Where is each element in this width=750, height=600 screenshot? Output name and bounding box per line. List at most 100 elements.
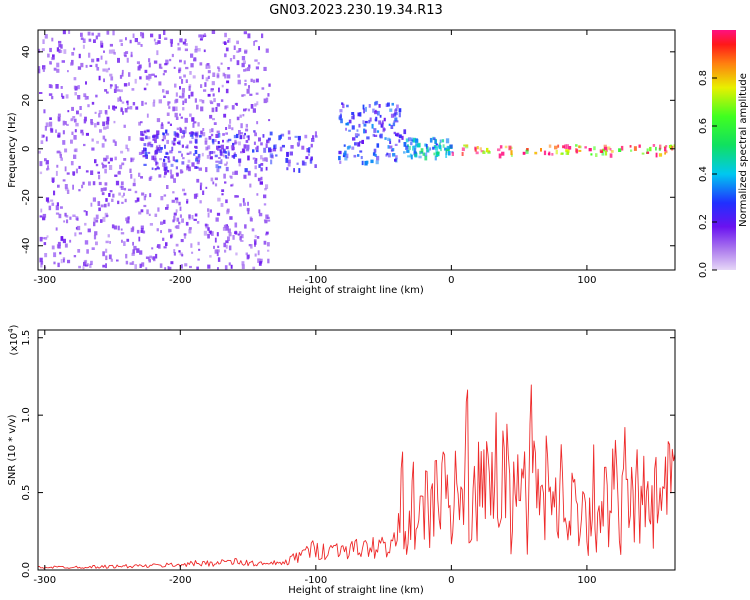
heatmap-cell — [185, 66, 189, 70]
heatmap-cell — [82, 181, 85, 185]
heatmap-cell — [44, 253, 48, 258]
heatmap-cell — [434, 139, 437, 145]
heatmap-cell — [212, 118, 215, 121]
heatmap-cell — [364, 160, 368, 166]
heatmap-cell — [183, 192, 187, 196]
heatmap-cell — [268, 83, 271, 87]
heatmap-cell — [237, 79, 241, 85]
heatmap-cell — [267, 258, 270, 264]
heatmap-cell — [179, 214, 182, 218]
heatmap-cell — [638, 144, 641, 148]
heatmap-cell — [55, 84, 59, 89]
heatmap-cell — [242, 134, 246, 139]
heatmap-cell — [177, 47, 181, 51]
x-tick-label: -200 — [169, 575, 192, 586]
heatmap-cell — [265, 184, 269, 189]
heatmap-cell — [191, 117, 195, 122]
heatmap-cell — [258, 209, 261, 214]
heatmap-cell — [359, 140, 362, 144]
heatmap-cell — [108, 193, 111, 197]
heatmap-cell — [224, 181, 227, 184]
heatmap-cell — [95, 241, 98, 246]
heatmap-cell — [151, 155, 154, 161]
heatmap-cell — [504, 145, 508, 149]
heatmap-cell — [174, 83, 177, 88]
heatmap-cell — [287, 130, 291, 135]
heatmap-cell — [210, 177, 214, 182]
heatmap-cell — [671, 145, 674, 151]
heatmap-cell — [61, 93, 63, 97]
heatmap-cell — [446, 148, 450, 151]
heatmap-cell — [86, 249, 89, 254]
y-tick-label: 40 — [21, 45, 32, 58]
heatmap-cell — [209, 156, 213, 160]
heatmap-cell — [267, 137, 271, 141]
heatmap-cell — [46, 168, 49, 171]
heatmap-cell — [669, 145, 672, 150]
y-tick-label: 1.5 — [21, 330, 32, 346]
heatmap-cell — [230, 145, 234, 149]
heatmap-cell — [415, 138, 419, 143]
heatmap-cell — [245, 108, 248, 111]
heatmap-cell — [351, 146, 355, 150]
heatmap-cell — [236, 40, 239, 45]
heatmap-cell — [123, 241, 126, 246]
heatmap-cell — [281, 144, 285, 148]
heatmap-cell — [64, 166, 67, 172]
heatmap-cell — [461, 147, 465, 152]
heatmap-cell — [224, 163, 228, 166]
heatmap-cell — [359, 112, 362, 117]
heatmap-cell — [78, 232, 82, 235]
spectrogram-heatmap — [38, 30, 675, 270]
heatmap-cell — [188, 166, 191, 172]
heatmap-cell — [262, 157, 266, 162]
heatmap-cell — [202, 132, 206, 137]
heatmap-cell — [210, 88, 214, 92]
colorbar-tick-label: 0.6 — [698, 118, 709, 134]
heatmap-cell — [181, 144, 184, 148]
heatmap-cell — [177, 42, 180, 46]
heatmap-cell — [130, 157, 133, 163]
heatmap-cell — [107, 234, 110, 238]
heatmap-cell — [230, 264, 233, 269]
heatmap-cell — [57, 113, 61, 117]
heatmap-cell — [182, 157, 185, 160]
heatmap-cell — [551, 153, 554, 156]
heatmap-cell — [88, 181, 91, 186]
heatmap-cell — [565, 149, 569, 152]
heatmap-cell — [232, 171, 235, 175]
heatmap-cell — [106, 214, 109, 217]
heatmap-cell — [55, 205, 59, 211]
heatmap-cell — [652, 144, 656, 147]
heatmap-cell — [254, 103, 257, 107]
heatmap-cell — [39, 215, 43, 218]
heatmap-cell — [104, 182, 108, 186]
heatmap-cell — [346, 153, 349, 159]
heatmap-cell — [168, 106, 171, 109]
heatmap-cell — [405, 138, 409, 143]
heatmap-cell — [157, 207, 160, 212]
heatmap-cell — [115, 180, 120, 186]
heatmap-cell — [162, 162, 166, 167]
heatmap-cell — [376, 130, 380, 133]
heatmap-cell — [38, 66, 41, 70]
heatmap-cell — [80, 129, 84, 134]
heatmap-cell — [440, 147, 442, 152]
heatmap-cell — [180, 264, 183, 269]
heatmap-cell — [162, 132, 165, 136]
snr-multiplier-base: (x10 — [9, 333, 20, 356]
heatmap-cell — [225, 132, 228, 135]
heatmap-cell — [203, 89, 207, 92]
heatmap-cell — [199, 200, 202, 204]
heatmap-cell — [171, 140, 175, 145]
heatmap-cell — [261, 87, 265, 90]
heatmap-cell — [189, 151, 192, 155]
heatmap-cell — [56, 68, 60, 73]
heatmap-cell — [227, 152, 230, 157]
heatmap-cell — [225, 240, 229, 244]
heatmap-cell — [120, 228, 123, 231]
heatmap-cell — [165, 242, 168, 246]
heatmap-cell — [163, 95, 166, 98]
heatmap-cell — [102, 251, 105, 257]
heatmap-cell — [224, 32, 227, 38]
